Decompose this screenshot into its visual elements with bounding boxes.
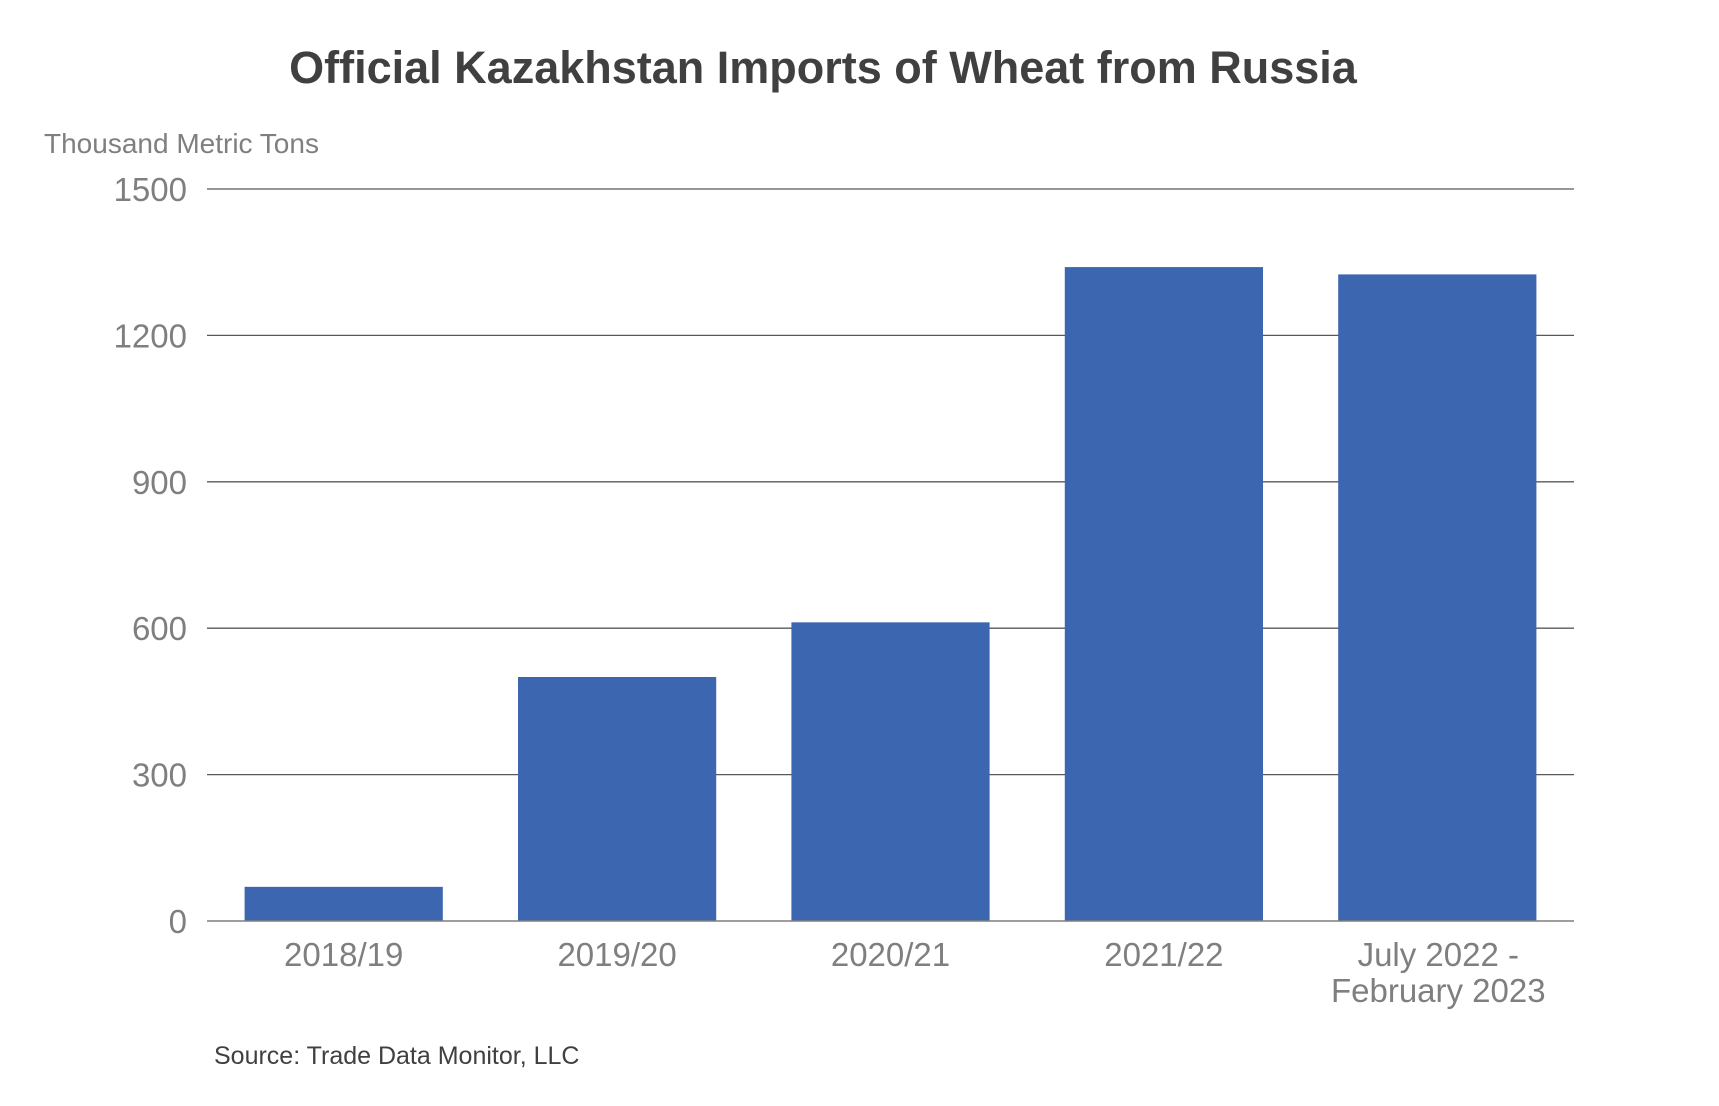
y-tick-label: 600 (132, 610, 187, 647)
y-tick-labels: 0 300 600 900 1200 1500 (114, 171, 187, 940)
y-tick-label: 300 (132, 757, 187, 794)
x-tick-label: July 2022 - (1358, 936, 1519, 973)
x-tick-label: 2019/20 (557, 936, 676, 973)
bars (244, 267, 1537, 922)
x-tick-label: 2020/21 (831, 936, 950, 973)
bar (244, 886, 443, 921)
bar (517, 677, 717, 921)
chart-title: Official Kazakhstan Imports of Wheat fro… (289, 42, 1358, 93)
x-tick-label: 2018/19 (284, 936, 403, 973)
x-tick-labels: 2018/19 2019/20 2020/21 2021/22 July 2022 -F… (284, 936, 1546, 1009)
x-tick-label: 2021/22 (1104, 936, 1223, 973)
y-tick-label: 900 (132, 464, 187, 501)
y-axis-label: Thousand Metric Tons (44, 128, 319, 159)
source-note: Source: Trade Data Monitor, LLC (214, 1042, 579, 1070)
y-tick-label: 1200 (114, 317, 187, 354)
y-tick-label: 0 (169, 903, 187, 940)
bar (1338, 274, 1537, 921)
x-tick-label: February 2023 (1331, 972, 1546, 1009)
bar (1064, 267, 1264, 922)
bar (791, 622, 990, 921)
y-tick-label: 1500 (114, 171, 187, 208)
